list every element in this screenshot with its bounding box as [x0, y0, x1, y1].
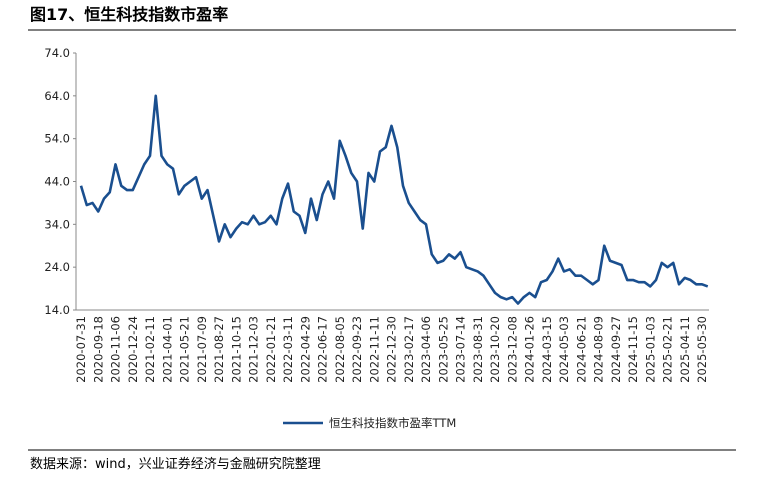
x-tick-label: 2024-03-15	[540, 316, 554, 383]
x-tick-label: 2024-06-21	[574, 316, 588, 383]
x-tick-label: 2021-05-21	[178, 316, 192, 383]
x-tick-label: 2023-04-06	[419, 316, 433, 383]
x-tick-label: 2021-04-01	[160, 316, 174, 383]
x-tick-label: 2024-09-27	[609, 316, 623, 383]
x-tick-label: 2023-10-20	[488, 316, 502, 383]
x-tick-label: 2023-08-31	[471, 316, 485, 383]
x-tick-label: 2024-05-03	[557, 316, 571, 383]
chart-title: 图17、恒生科技指数市盈率	[30, 5, 228, 24]
y-tick-label: 54.0	[44, 132, 70, 146]
x-tick-label: 2025-01-03	[643, 316, 657, 383]
x-tick-label: 2020-12-24	[126, 316, 140, 383]
series-line	[79, 94, 709, 305]
x-tick-label: 2022-08-05	[333, 316, 347, 383]
y-tick-label: 24.0	[44, 260, 70, 274]
x-tick-label: 2020-11-06	[109, 316, 123, 383]
x-tick-label: 2020-07-31	[74, 316, 88, 383]
x-tick-label: 2024-11-15	[626, 316, 640, 383]
y-tick-label: 64.0	[44, 89, 70, 103]
x-tick-label: 2025-05-30	[695, 316, 709, 383]
x-tick-label: 2021-08-27	[212, 316, 226, 383]
x-tick-label: 2024-01-26	[523, 316, 537, 383]
x-tick-label: 2022-01-21	[264, 316, 278, 383]
y-tick-label: 14.0	[44, 303, 70, 317]
x-tick-label: 2024-08-09	[592, 316, 606, 383]
y-tick-label: 74.0	[44, 46, 70, 60]
x-tick-label: 2022-04-29	[298, 316, 312, 383]
x-tick-label: 2020-09-18	[91, 316, 105, 383]
x-tick-label: 2021-12-03	[247, 316, 261, 383]
x-tick-label: 2021-10-15	[229, 316, 243, 383]
x-tick-label: 2021-07-09	[195, 316, 209, 383]
x-tick-label: 2022-03-11	[281, 316, 295, 383]
x-tick-label: 2022-11-11	[367, 316, 381, 383]
legend-label: 恒生科技指数市盈率TTM	[329, 416, 456, 430]
x-tick-label: 2023-05-25	[436, 316, 450, 383]
x-tick-label: 2022-06-17	[316, 316, 330, 383]
x-tick-label: 2023-02-17	[402, 316, 416, 383]
x-tick-label: 2025-02-21	[661, 316, 675, 383]
y-tick-label: 34.0	[44, 217, 70, 231]
x-tick-label: 2021-02-11	[143, 316, 157, 383]
x-tick-label: 2022-12-30	[385, 316, 399, 383]
x-tick-label: 2023-07-14	[454, 316, 468, 383]
x-tick-label: 2025-04-11	[678, 316, 692, 383]
x-tick-label: 2022-09-23	[350, 316, 364, 383]
y-tick-label: 44.0	[44, 175, 70, 189]
x-tick-label: 2023-12-08	[505, 316, 519, 383]
source: 数据来源：wind，兴业证券经济与金融研究院整理	[30, 456, 321, 472]
